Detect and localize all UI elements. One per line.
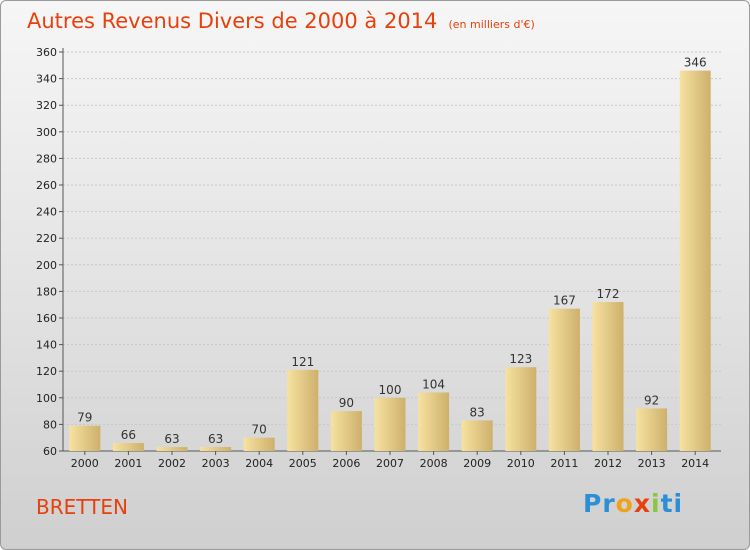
proxiti-logo[interactable]: Proxiti (583, 489, 684, 518)
y-tick-label: 300 (36, 126, 57, 139)
x-tick-label-2003: 2003 (202, 457, 230, 470)
data-label-2000: 79 (77, 411, 92, 425)
x-tick-label-2007: 2007 (376, 457, 404, 470)
bar-2012 (592, 302, 624, 451)
data-label-2002: 63 (164, 432, 179, 446)
bar-2002 (156, 447, 188, 451)
y-tick-label: 140 (36, 339, 57, 352)
chart-subtitle: (en milliers d'€) (448, 18, 535, 31)
bar-2011 (548, 308, 580, 451)
chart-title-block: Autres Revenus Divers de 2000 à 2014 (en… (27, 9, 535, 33)
x-tick-label-2004: 2004 (245, 457, 273, 470)
y-tick-label: 240 (36, 206, 57, 219)
bar-2004 (243, 437, 275, 451)
y-tick-label: 340 (36, 73, 57, 86)
x-tick-label-2002: 2002 (158, 457, 186, 470)
y-tick-label: 60 (43, 445, 57, 458)
data-label-2007: 100 (379, 383, 402, 397)
x-tick-label-2008: 2008 (420, 457, 448, 470)
x-tick-label-2010: 2010 (507, 457, 535, 470)
y-ticks-group: 60 80 100 120 140 160 180 200 220 240 260 280 300 320… (36, 46, 63, 458)
bar-2013 (636, 408, 668, 451)
x-tick-label-2012: 2012 (594, 457, 622, 470)
y-tick-label: 160 (36, 312, 57, 325)
x-tick-label-2001: 2001 (114, 457, 142, 470)
x-tick-label-2009: 2009 (463, 457, 491, 470)
y-tick-label: 320 (36, 99, 57, 112)
x-tick-label-2013: 2013 (638, 457, 666, 470)
commune-name: BRETTEN (36, 495, 128, 519)
data-label-2010: 123 (509, 352, 532, 366)
y-tick-label: 280 (36, 152, 57, 165)
x-tick-label-2000: 2000 (71, 457, 99, 470)
bar-2006 (330, 411, 362, 451)
data-label-2006: 90 (339, 396, 354, 410)
bar-2001 (112, 443, 144, 451)
bars-group (69, 70, 711, 452)
x-tick-label-2006: 2006 (332, 457, 360, 470)
x-tick-label-2005: 2005 (289, 457, 317, 470)
y-tick-label: 80 (43, 418, 57, 431)
bar-2005 (287, 369, 319, 451)
bar-2010 (505, 367, 537, 451)
bar-2003 (200, 447, 232, 451)
x-tick-label-2014: 2014 (681, 457, 709, 470)
data-label-2009: 83 (470, 405, 485, 419)
data-label-2012: 172 (597, 287, 620, 301)
data-label-2003: 63 (208, 432, 223, 446)
bar-2007 (374, 397, 406, 451)
data-label-2005: 121 (291, 355, 314, 369)
y-tick-label: 220 (36, 232, 57, 245)
y-tick-label: 260 (36, 179, 57, 192)
data-label-2004: 70 (252, 423, 267, 437)
x-tick-label-2011: 2011 (550, 457, 578, 470)
bar-2008 (418, 392, 450, 451)
y-tick-label: 200 (36, 259, 57, 272)
bar-2000 (69, 425, 101, 451)
y-tick-label: 120 (36, 365, 57, 378)
x-ticks-group: 2000 2001 2002 2003 2004 2005 2006 2007 2008 2009… (71, 451, 709, 470)
data-label-2013: 92 (644, 393, 659, 407)
data-label-2011: 167 (553, 294, 576, 308)
data-label-2008: 104 (422, 377, 445, 391)
data-label-2001: 66 (121, 428, 136, 442)
value-labels-group: 79 66 63 63 70 121 90 100 104 83 123 167 172 92 346 (77, 56, 706, 446)
bar-2009 (461, 420, 493, 451)
bar-2014 (679, 70, 711, 452)
y-tick-label: 100 (36, 392, 57, 405)
y-tick-label: 360 (36, 46, 57, 59)
y-tick-label: 180 (36, 285, 57, 298)
data-label-2014: 346 (684, 56, 707, 70)
chart-title: Autres Revenus Divers de 2000 à 2014 (27, 9, 438, 33)
